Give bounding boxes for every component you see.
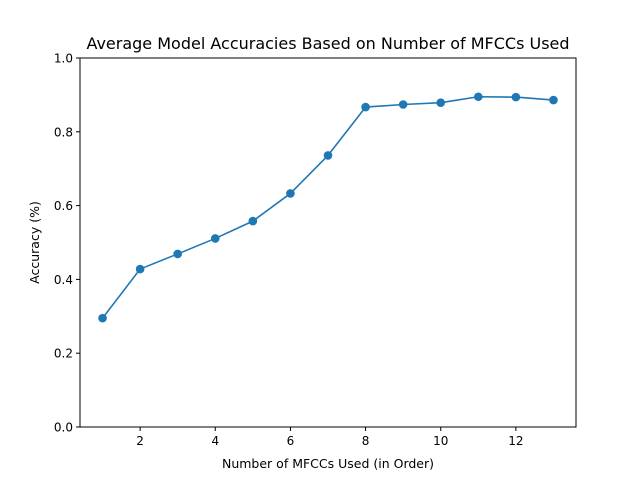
plot-frame <box>79 57 577 428</box>
x-tick-label: 6 <box>287 434 295 448</box>
y-tick-label: 0.0 <box>54 421 73 435</box>
data-point <box>173 249 182 259</box>
x-tick-label: 10 <box>433 434 448 448</box>
y-axis-label: Accuracy (%) <box>27 201 42 284</box>
y-tick-label: 0.4 <box>54 273 73 287</box>
data-point <box>474 92 483 102</box>
y-tick-label: 1.0 <box>54 52 73 66</box>
x-tick-label: 8 <box>362 434 370 448</box>
y-tick-label: 0.8 <box>54 125 73 139</box>
data-point <box>286 189 295 198</box>
data-point <box>135 264 145 274</box>
data-point <box>248 216 258 226</box>
data-point <box>436 98 446 107</box>
series-line <box>101 95 554 319</box>
data-point <box>361 102 370 112</box>
chart-title: Average Model Accuracies Based on Number… <box>86 34 569 53</box>
data-point <box>511 92 521 102</box>
x-tick-label: 12 <box>508 434 523 448</box>
data-point <box>98 313 107 323</box>
data-point <box>398 100 408 109</box>
data-point <box>323 151 333 160</box>
y-tick-label: 0.6 <box>54 199 73 213</box>
y-tick-label: 0.2 <box>54 347 73 361</box>
x-tick-label: 2 <box>136 434 144 448</box>
data-point <box>210 234 220 243</box>
x-axis-label: Number of MFCCs Used (in Order) <box>222 456 434 471</box>
data-point <box>549 95 558 105</box>
x-tick-label: 4 <box>211 434 219 448</box>
